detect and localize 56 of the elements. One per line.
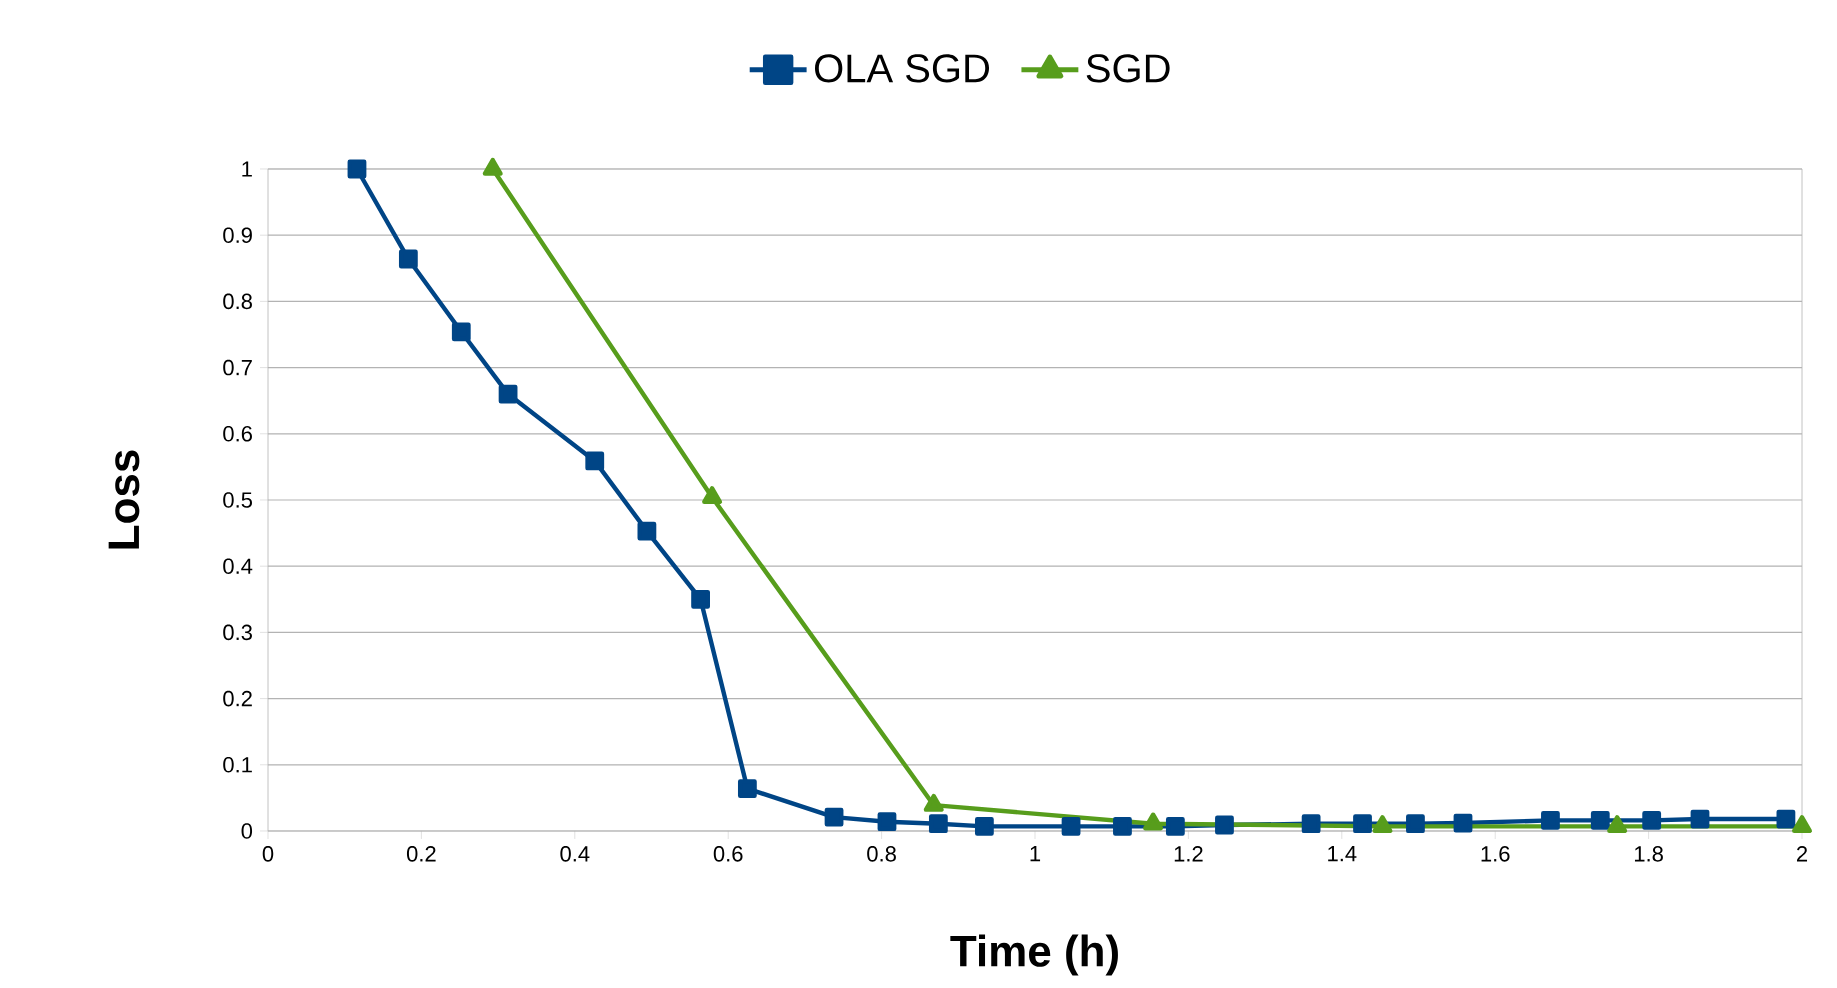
point: [1301, 814, 1321, 834]
y-tick-label: 0.3: [223, 624, 252, 641]
x-tick-label: 0: [262, 846, 274, 862]
point: [1792, 815, 1812, 834]
point: [1143, 812, 1164, 831]
x-tick-label: 0.4: [560, 846, 590, 862]
y-axis-title: Loss: [108, 450, 140, 549]
x-tick-label: 0.6: [713, 846, 743, 862]
x-tick-label: 0.8: [867, 846, 896, 862]
y-tick-label: 0: [241, 823, 253, 839]
y-tick-label: 0.8: [223, 293, 252, 310]
point: [1215, 815, 1234, 835]
x-tick-label: 1: [1030, 846, 1041, 862]
y-tick-label: 0.7: [223, 359, 252, 376]
y-tick-label: 0.6: [223, 426, 252, 442]
point: [1690, 809, 1710, 829]
point: [928, 814, 948, 834]
point: [737, 779, 757, 799]
point: [398, 249, 418, 269]
point: [1113, 816, 1132, 836]
x-tick-label: 1.2: [1174, 846, 1203, 862]
point: [1453, 813, 1473, 833]
point: [1642, 811, 1662, 830]
point: [824, 807, 844, 827]
y-tick-label: 0.9: [223, 227, 252, 243]
point: [1061, 816, 1081, 836]
point: [1590, 811, 1610, 830]
point: [877, 812, 897, 832]
point: [1165, 816, 1185, 836]
point: [702, 486, 723, 505]
point: [1776, 809, 1796, 829]
x-tick-label: 1.4: [1328, 846, 1357, 862]
x-tick-label: 1.6: [1481, 846, 1510, 862]
x-tick-label: 0.2: [406, 846, 436, 862]
point: [1353, 814, 1372, 834]
point: [347, 159, 367, 179]
point: [585, 451, 605, 471]
point: [637, 521, 657, 541]
point: [1541, 811, 1560, 830]
x-axis-title: Time (h): [950, 934, 1118, 976]
y-tick-label: 0.4: [223, 558, 253, 574]
point: [1406, 814, 1425, 834]
y-tick-label: 0.1: [223, 757, 252, 773]
x-tick-label: 1.8: [1634, 846, 1663, 862]
x-tick-label: 2: [1796, 846, 1808, 862]
point: [1372, 815, 1393, 834]
point: [451, 322, 471, 342]
point: [1607, 815, 1628, 834]
point: [691, 589, 710, 609]
y-tick-label: 0.5: [223, 492, 252, 508]
legend-label: SGD: [1086, 54, 1170, 83]
y-tick-label: 0.2: [223, 690, 252, 707]
legend-label: OLA SGD: [814, 54, 990, 83]
y-tick-label: 1: [242, 161, 252, 177]
point: [498, 384, 518, 404]
point: [974, 816, 994, 836]
